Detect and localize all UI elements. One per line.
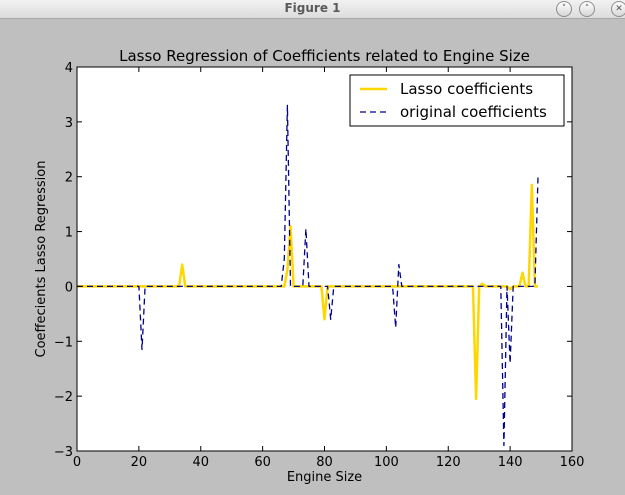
x-tick-label: 40 — [192, 455, 209, 470]
chart-title: Lasso Regression of Coefficients related… — [119, 47, 530, 65]
x-tick-label: 80 — [316, 455, 333, 470]
legend-box — [349, 74, 565, 127]
x-tick-label: 0 — [73, 455, 81, 470]
maximize-button[interactable]: ˄ — [579, 1, 595, 17]
x-tick-label: 20 — [131, 455, 148, 470]
y-tick-label: −3 — [54, 445, 73, 460]
legend-label-lasso: Lasso coefficients — [400, 80, 533, 98]
y-axis-label: Coeffecients Lasso Regression — [34, 161, 49, 358]
y-tick-label: −2 — [54, 390, 73, 405]
legend: Lasso coefficients original coefficients — [349, 74, 565, 127]
y-tick-label: 3 — [65, 116, 73, 131]
x-tick-label: 100 — [374, 455, 399, 470]
y-tick-label: 2 — [65, 171, 73, 186]
series-line-0 — [77, 183, 538, 401]
x-axis-label: Engine Size — [287, 470, 362, 485]
plot-area — [77, 67, 572, 451]
close-button[interactable]: ✕ — [611, 1, 625, 17]
x-tick-label: 60 — [254, 455, 271, 470]
tick-layer: 0 20 40 60 80 100 120 140 160 −3 −2 −1 0 1 2 3 4 — [54, 61, 585, 470]
x-tick-label: 160 — [560, 455, 585, 470]
y-tick-label: 0 — [65, 280, 73, 295]
chart: 0 20 40 60 80 100 120 140 160 −3 −2 −1 0 1 2 3 4 Lasso R… — [34, 47, 585, 485]
series-layer — [77, 104, 539, 447]
window-titlebar: Figure 1 ˅ ˄ ✕ — [0, 0, 625, 19]
window-title: Figure 1 — [284, 1, 341, 15]
x-tick-label: 120 — [436, 455, 461, 470]
y-tick-label: 1 — [65, 226, 73, 241]
y-tick-label: −1 — [54, 335, 73, 350]
minimize-button[interactable]: ˅ — [556, 1, 572, 17]
x-tick-label: 140 — [498, 455, 523, 470]
series-line-1 — [77, 104, 539, 447]
y-tick-label: 4 — [65, 61, 73, 76]
legend-label-original: original coefficients — [400, 103, 547, 121]
